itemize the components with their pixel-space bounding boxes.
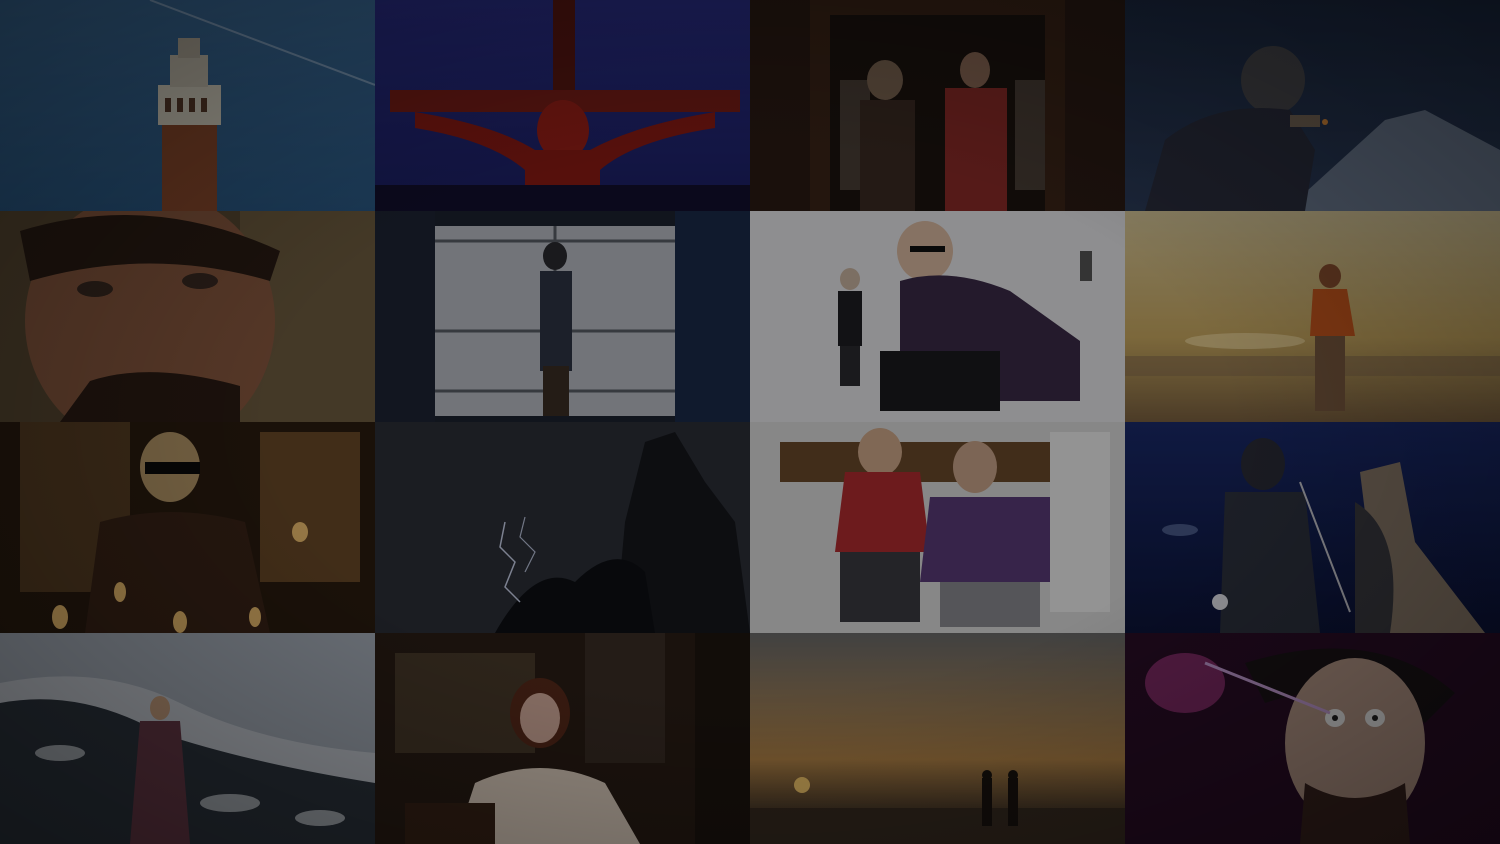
gallery-tile-smoker-night[interactable] xyxy=(1125,0,1500,211)
gallery-tile-snowy-mountain[interactable] xyxy=(0,633,375,844)
gallery-tile-crouching-man[interactable] xyxy=(750,211,1125,422)
gallery-tile-window-silhouette[interactable] xyxy=(375,211,750,422)
gallery-tile-candles[interactable] xyxy=(0,422,375,633)
duo-doorway-image xyxy=(750,0,1125,211)
gallery-tile-woman-seated[interactable] xyxy=(375,633,750,844)
crucifix-image xyxy=(375,0,750,211)
gallery-tile-beach-runner[interactable] xyxy=(1125,211,1500,422)
gallery-tile-hooded-figure[interactable] xyxy=(1125,422,1500,633)
lightning-image xyxy=(375,422,750,633)
tower-sky-image xyxy=(0,0,375,211)
two-friends-snow-image xyxy=(750,422,1125,633)
crouching-man-image xyxy=(750,211,1125,422)
eyedrop-image xyxy=(1125,633,1500,844)
woman-seated-image xyxy=(375,633,750,844)
gallery-tile-duo-doorway[interactable] xyxy=(750,0,1125,211)
smoker-night-image xyxy=(1125,0,1500,211)
gallery-tile-eyedrop[interactable] xyxy=(1125,633,1500,844)
gallery-tile-man-closeup[interactable] xyxy=(0,211,375,422)
hooded-figure-image xyxy=(1125,422,1500,633)
gallery-tile-tower-sky[interactable] xyxy=(0,0,375,211)
gallery-tile-sunset-sea[interactable] xyxy=(750,633,1125,844)
beach-runner-image xyxy=(1125,211,1500,422)
snowy-mountain-image xyxy=(0,633,375,844)
man-closeup-image xyxy=(0,211,375,422)
gallery-tile-two-friends-snow[interactable] xyxy=(750,422,1125,633)
gallery-tile-crucifix[interactable] xyxy=(375,0,750,211)
candles-image xyxy=(0,422,375,633)
gallery-tile-lightning[interactable] xyxy=(375,422,750,633)
window-silhouette-image xyxy=(375,211,750,422)
sunset-sea-image xyxy=(750,633,1125,844)
